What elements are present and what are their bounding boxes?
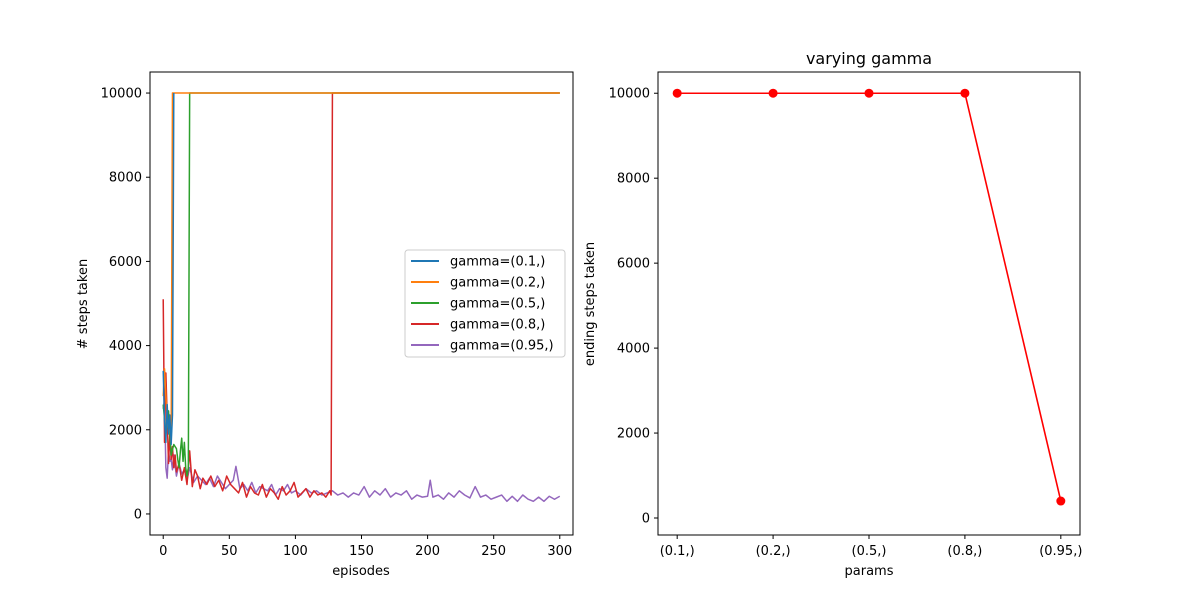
left-x-tick-label: 300 <box>547 544 572 559</box>
legend: gamma=(0.1,) gamma=(0.2,) gamma=(0.5,) gamm… <box>404 249 566 358</box>
right-plot-frame <box>657 71 1081 536</box>
left-x-tick-label: 50 <box>221 544 238 559</box>
left-x-tick-label: 150 <box>349 544 374 559</box>
right-plot-title: varying gamma <box>806 49 932 68</box>
right-y-tick-label: 10000 <box>609 87 650 102</box>
right-x-ticks: (0.1,) (0.2,) (0.5,) (0.8,) (0.95,) <box>660 535 1082 559</box>
legend-label: gamma=(0.2,) <box>450 276 545 291</box>
ending-steps-point <box>1056 496 1066 506</box>
right-series-line <box>672 88 1066 506</box>
right-y-tick-label: 0 <box>642 512 650 527</box>
ending-steps-point <box>960 88 970 98</box>
series-line-3 <box>162 92 560 500</box>
left-x-tick-label: 100 <box>283 544 308 559</box>
left-y-tick-label: 6000 <box>109 255 142 270</box>
ending-steps-point <box>768 88 778 98</box>
right-y-tick-label: 8000 <box>617 172 650 187</box>
right-y-tick-label: 4000 <box>617 342 650 357</box>
left-x-tick-label: 250 <box>481 544 506 559</box>
left-y-tick-label: 4000 <box>109 339 142 354</box>
left-x-ticks: 0 50 100 150 200 250 300 <box>159 535 572 559</box>
series-line-4 <box>162 399 561 503</box>
right-x-tick-label: (0.95,) <box>1039 544 1082 559</box>
right-plot: 0 2000 4000 6000 8000 10000 (0.1,) (0.2,) (0.5,… <box>583 49 1082 579</box>
right-y-axis-label: ending steps taken <box>583 242 598 366</box>
left-y-tick-label: 8000 <box>109 171 142 186</box>
legend-label: gamma=(0.1,) <box>450 255 545 270</box>
right-x-tick-label: (0.1,) <box>660 544 695 559</box>
right-x-tick-label: (0.2,) <box>756 544 791 559</box>
ending-steps-line <box>677 92 1062 502</box>
left-x-tick-label: 0 <box>159 544 167 559</box>
left-y-ticks: 0 2000 4000 6000 8000 10000 <box>101 87 150 522</box>
right-x-tick-label: (0.5,) <box>852 544 887 559</box>
right-y-ticks: 0 2000 4000 6000 8000 10000 <box>609 87 658 527</box>
left-x-axis-label: episodes <box>332 564 390 579</box>
right-y-tick-label: 2000 <box>617 427 650 442</box>
left-series-lines <box>162 92 561 503</box>
left-y-axis-label: # steps taken <box>76 259 91 349</box>
left-y-tick-label: 2000 <box>109 423 142 438</box>
right-x-tick-label: (0.8,) <box>947 544 982 559</box>
right-y-tick-label: 6000 <box>617 257 650 272</box>
legend-label: gamma=(0.5,) <box>450 297 545 312</box>
left-y-tick-label: 0 <box>134 507 142 522</box>
left-plot: 0 2000 4000 6000 8000 10000 0 50 100 150 200 250 30… <box>76 71 574 579</box>
ending-steps-point <box>672 88 682 98</box>
right-x-axis-label: params <box>845 564 894 579</box>
legend-box <box>404 249 566 358</box>
left-x-tick-label: 200 <box>415 544 440 559</box>
ending-steps-point <box>864 88 874 98</box>
legend-label: gamma=(0.8,) <box>450 318 545 333</box>
legend-label: gamma=(0.95,) <box>450 339 554 354</box>
series-line-0 <box>162 93 175 446</box>
left-y-tick-label: 10000 <box>101 87 142 102</box>
